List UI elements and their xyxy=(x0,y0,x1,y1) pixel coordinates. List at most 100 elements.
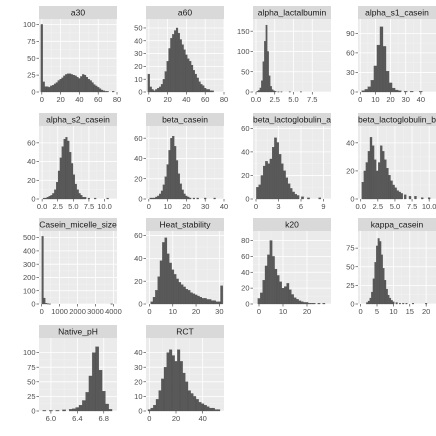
histogram-bar xyxy=(100,89,104,93)
histogram-bar xyxy=(164,237,168,305)
histogram-bar xyxy=(112,91,115,93)
histogram-bar xyxy=(168,48,171,93)
histogram-bar xyxy=(384,159,387,200)
x-tick-label: 5 xyxy=(375,307,379,316)
histogram-bar xyxy=(204,298,207,305)
histogram-bar xyxy=(215,301,219,305)
x-tick-label: 2.5 xyxy=(53,202,63,211)
facet-strip xyxy=(39,113,117,126)
facet-strip xyxy=(39,325,117,338)
histogram-bar xyxy=(147,409,151,412)
facet-panel-casein-micelle-size: Casein_micelle_size 0 100 200 300 400 500 0 1000… xyxy=(23,218,122,316)
histogram-bar xyxy=(155,290,158,305)
panel-background xyxy=(39,231,117,304)
facet-strip-label: Casein_micelle_size xyxy=(39,220,117,230)
x-tick-label: 20 xyxy=(163,95,171,104)
histogram-bar xyxy=(263,165,266,200)
y-tick-label: 0 xyxy=(350,88,354,97)
facet-strip xyxy=(358,218,436,231)
panel-background xyxy=(146,126,224,199)
histogram-bar xyxy=(260,292,263,305)
histogram-bar xyxy=(76,77,79,93)
histogram-bar xyxy=(394,89,399,93)
histogram-bar xyxy=(179,361,183,412)
y-tick-label: 0 xyxy=(31,88,35,97)
histogram-bar xyxy=(277,91,280,93)
histogram-bar xyxy=(376,245,378,305)
histogram-bar xyxy=(65,74,68,93)
y-tick-label: 50 xyxy=(346,262,354,271)
histogram-bar xyxy=(265,161,268,200)
y-tick-label: 30 xyxy=(134,49,142,58)
histogram-bars xyxy=(149,136,216,200)
facet-panel-beta-lactoglobulin-a: beta_lactoglobulin_a 0 20 40 60 0 3 6 9 xyxy=(241,113,331,211)
y-tick-label: 60 xyxy=(134,231,142,240)
histogram-bar xyxy=(174,30,177,93)
histogram-bar xyxy=(95,346,99,412)
y-tick-label: 150 xyxy=(237,27,250,36)
histogram-bar xyxy=(269,158,273,200)
histogram-bar xyxy=(93,84,96,93)
facet-panel-alpha-lactalbumin: alpha_lactalbumin 0 50 100 150 0.0 2.5 5.0 7.5 xyxy=(237,6,331,104)
major-gridlines xyxy=(358,231,436,305)
histogram-bar xyxy=(265,24,268,93)
histogram-bar xyxy=(380,254,383,305)
histogram-bar xyxy=(293,297,297,305)
x-tick-label: 80 xyxy=(220,95,228,104)
x-tick-label: 15 xyxy=(406,307,414,316)
histogram-bar xyxy=(206,89,209,93)
histogram-bar xyxy=(70,74,73,93)
y-tick-label: 30 xyxy=(346,68,354,77)
x-tick-label: 20 xyxy=(172,414,180,423)
histogram-bar xyxy=(419,91,423,93)
histogram-bar xyxy=(157,195,160,200)
histogram-bar xyxy=(46,197,49,200)
histogram-bar xyxy=(257,298,261,305)
y-tick-label: 40 xyxy=(346,138,354,147)
x-tick-label: 60 xyxy=(94,95,102,104)
histogram-bar xyxy=(369,137,373,200)
histogram-bar xyxy=(177,173,180,200)
histogram-bar xyxy=(87,197,90,200)
y-tick-label: 60 xyxy=(134,134,142,143)
histogram-bar xyxy=(361,182,364,200)
y-tick-label: 75 xyxy=(27,363,35,372)
y-tick-label: 60 xyxy=(27,138,35,147)
histogram-bar xyxy=(187,196,190,200)
x-tick-label: 3000 xyxy=(87,307,104,316)
histogram-bar xyxy=(258,90,260,93)
histogram-bar xyxy=(185,195,188,200)
histogram-bar xyxy=(177,349,181,412)
histogram-bar xyxy=(374,262,377,305)
histogram-bar xyxy=(281,163,284,200)
histogram-bar xyxy=(48,303,51,305)
histogram-bar xyxy=(185,54,188,93)
histogram-bar xyxy=(201,298,205,305)
histogram-bar xyxy=(181,189,184,200)
histogram-bar xyxy=(199,297,203,305)
y-tick-label: 60 xyxy=(346,48,354,57)
histogram-bar xyxy=(183,193,186,200)
histogram-bar xyxy=(152,297,156,305)
histogram-bar xyxy=(270,86,272,93)
histogram-bar xyxy=(196,197,199,200)
histogram-bar xyxy=(155,89,158,93)
histogram-bars xyxy=(257,240,326,305)
histogram-bar xyxy=(194,73,197,93)
histogram-bars xyxy=(366,238,428,305)
histogram-bar xyxy=(50,195,53,200)
histogram-bar xyxy=(301,196,304,200)
histogram-bar xyxy=(163,367,167,412)
histogram-bar xyxy=(200,84,203,93)
x-tick-label: 20 xyxy=(182,202,190,211)
histogram-bar xyxy=(425,303,428,305)
histogram-bar xyxy=(308,303,311,305)
histogram-bar xyxy=(161,378,165,412)
x-tick-label: 20 xyxy=(192,307,200,316)
x-tick-label: 0.0 xyxy=(251,95,261,104)
facet-strip xyxy=(146,325,224,338)
histogram-bar xyxy=(192,293,196,305)
facet-panel-heat-stability: Heat_stability 0 20 40 60 0 10 20 30 xyxy=(134,218,224,316)
y-tick-label: 20 xyxy=(134,62,142,71)
histogram-bar xyxy=(170,138,173,200)
